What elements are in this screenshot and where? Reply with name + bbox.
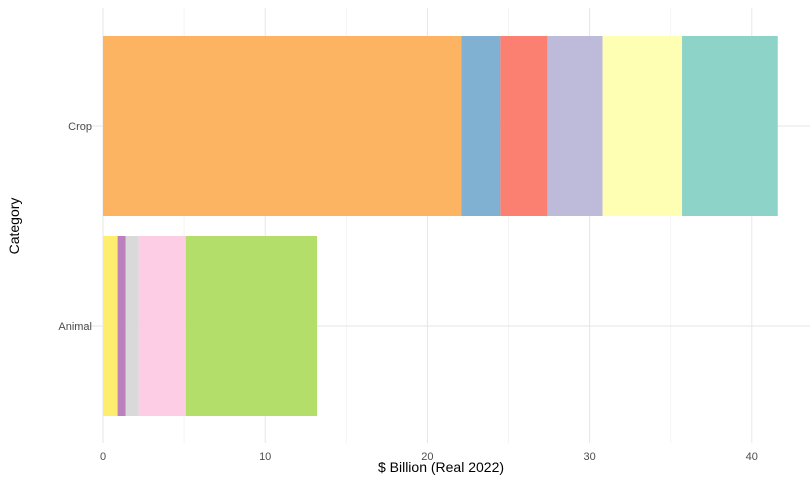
y-axis-title: Category <box>6 198 22 255</box>
x-tick-label: 40 <box>746 451 758 463</box>
bar-segment-crop <box>461 36 501 216</box>
x-tick-label: 10 <box>259 451 271 463</box>
bar-segment-animal <box>117 236 126 416</box>
tick-labels: 0 10 20 30 40 Crop Animal <box>58 121 758 463</box>
bar-segment-animal <box>125 236 139 416</box>
bar-segment-crop <box>500 36 548 216</box>
bar-segment-crop <box>602 36 683 216</box>
bars-layer <box>103 36 778 416</box>
bar-segment-crop <box>547 36 603 216</box>
bar-segment-crop <box>682 36 778 216</box>
y-tick-label: Crop <box>68 121 92 133</box>
x-tick-label: 20 <box>421 451 433 463</box>
x-tick-label: 0 <box>100 451 106 463</box>
bar-segment-animal <box>138 236 186 416</box>
bar-segment-crop <box>103 36 462 216</box>
x-tick-label: 30 <box>583 451 595 463</box>
x-axis-title: $ Billion (Real 2022) <box>378 459 504 475</box>
bar-segment-animal <box>103 236 118 416</box>
bar-segment-animal <box>185 236 318 416</box>
y-tick-label: Animal <box>58 321 92 333</box>
